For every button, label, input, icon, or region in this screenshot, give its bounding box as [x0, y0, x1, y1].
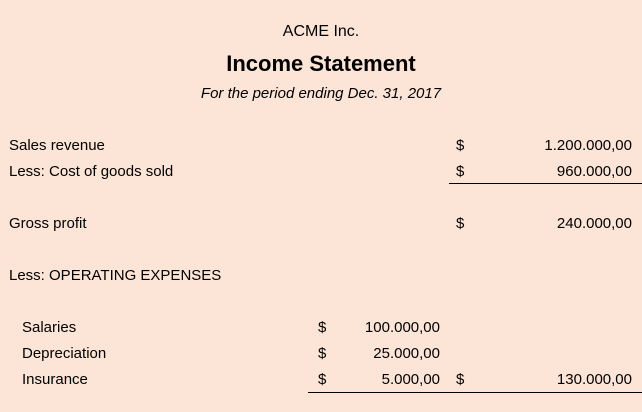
opex-total-amount: 130.000,00 [556, 371, 632, 388]
gross-profit-amount: 240.000,00 [556, 215, 632, 232]
depreciation-currency: $ [318, 345, 327, 362]
cogs-underline [449, 183, 642, 184]
insurance-amount: 5.000,00 [381, 371, 440, 388]
sales-revenue-currency: $ [456, 137, 465, 154]
statement-title: Income Statement [226, 51, 416, 76]
insurance-currency: $ [318, 371, 327, 388]
opex-underline [308, 392, 642, 393]
depreciation-amount: 25.000,00 [373, 345, 440, 362]
depreciation-label: Depreciation [22, 345, 107, 362]
opex-total-currency: $ [456, 371, 465, 388]
gross-profit-currency: $ [456, 215, 465, 232]
sales-revenue-label: Sales revenue [9, 137, 105, 154]
opex-header: Less: OPERATING EXPENSES [9, 267, 222, 284]
gross-profit-label: Gross profit [9, 215, 87, 232]
cogs-currency: $ [456, 163, 465, 180]
cogs-amount: 960.000,00 [556, 163, 632, 180]
company-name: ACME Inc. [282, 23, 360, 40]
salaries-amount: 100.000,00 [364, 319, 440, 336]
cogs-label: Less: Cost of goods sold [9, 163, 174, 180]
period-subtitle: For the period ending Dec. 31, 2017 [200, 85, 442, 102]
sales-revenue-amount: 1.200.000,00 [544, 137, 632, 154]
salaries-currency: $ [318, 319, 327, 336]
salaries-label: Salaries [22, 319, 77, 336]
insurance-label: Insurance [22, 371, 88, 388]
